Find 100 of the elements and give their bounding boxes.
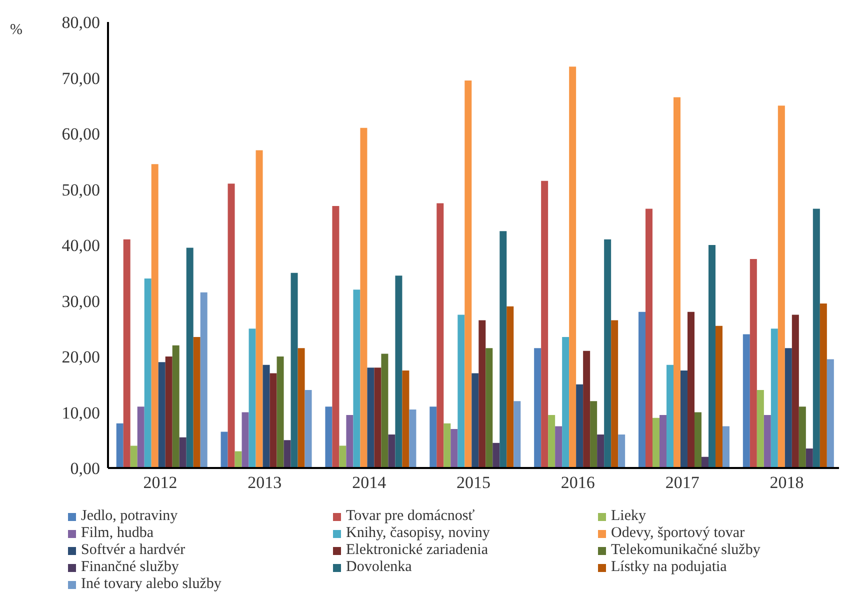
bar (597, 434, 604, 468)
x-tick-label: 2015 (456, 473, 490, 492)
x-tick-label: 2013 (248, 473, 282, 492)
y-tick-label: 50,00 (62, 180, 100, 200)
bar (186, 248, 194, 468)
bar (151, 164, 158, 468)
legend-label: Tovar pre domácnosť (346, 508, 475, 525)
bar (409, 409, 416, 468)
legend-label: Dovolenka (346, 559, 412, 576)
bar (284, 440, 291, 468)
bar (472, 373, 479, 468)
bar (548, 415, 556, 468)
bar (555, 426, 562, 468)
bar (756, 390, 764, 468)
bar (179, 437, 186, 468)
bar (715, 326, 722, 468)
y-tick-label: 20,00 (62, 348, 100, 367)
bar (576, 384, 584, 468)
bar (645, 208, 652, 468)
legend-label: Odevy, športový tovar (611, 525, 745, 542)
legend-label: Telekomunikačné služby (611, 542, 760, 559)
legend-label: Lístky na podujatia (611, 559, 727, 576)
bar (652, 418, 660, 468)
bar (430, 406, 437, 468)
bar (270, 373, 277, 468)
bar (158, 362, 166, 468)
bar (172, 345, 180, 468)
bar (137, 406, 144, 468)
bar (798, 406, 806, 468)
bar (687, 312, 694, 468)
bar (500, 231, 507, 468)
bar (290, 272, 298, 468)
bar (478, 320, 486, 468)
bar (332, 206, 340, 468)
bar (506, 306, 514, 468)
y-axis-title: % (10, 22, 22, 39)
bar (659, 415, 666, 468)
bar (450, 428, 458, 468)
bar (770, 328, 778, 468)
bar (820, 304, 827, 468)
bar (346, 415, 354, 468)
bar (742, 334, 750, 468)
bar (360, 128, 368, 468)
bar (784, 348, 792, 468)
bar (353, 290, 360, 468)
x-tick-label: 2017 (665, 473, 700, 492)
legend-label: Finančné služby (81, 559, 179, 576)
bar (486, 348, 493, 468)
bar (402, 370, 410, 468)
bar (193, 336, 200, 468)
bar (220, 432, 228, 468)
legend-label: Softvér a hardvér (81, 542, 186, 559)
x-tick-label: 2016 (560, 473, 595, 492)
bar (339, 446, 346, 468)
bar (381, 354, 388, 468)
legend-label: Lieky (611, 508, 646, 525)
y-tick-label: 70,00 (62, 68, 100, 88)
bar (826, 359, 834, 468)
bar (388, 434, 396, 468)
bar (590, 401, 598, 468)
bar (611, 320, 618, 468)
bar (242, 412, 249, 468)
legend-label: Iné tovary alebo služby (81, 576, 222, 593)
bar (492, 442, 500, 468)
legend-label: Film, hudba (81, 525, 154, 542)
bar (514, 401, 521, 468)
bar (722, 426, 730, 468)
bar (666, 364, 674, 468)
bar (694, 412, 702, 468)
bar (165, 356, 172, 468)
bar (234, 451, 242, 468)
bar (464, 80, 472, 468)
bar (680, 370, 688, 468)
bar (562, 336, 570, 468)
bar (750, 258, 757, 468)
bar (638, 312, 646, 468)
bar (778, 106, 785, 468)
bar (248, 328, 256, 468)
bar (806, 448, 813, 468)
bar (792, 314, 799, 468)
bar (123, 239, 130, 468)
bar (325, 406, 332, 468)
bar (144, 278, 152, 468)
legend-label: Jedlo, potraviny (81, 508, 178, 525)
bar (812, 208, 820, 468)
bar (262, 364, 270, 468)
y-tick-label: 80,00 (62, 13, 100, 32)
bar (116, 423, 124, 468)
y-tick-label: 40,00 (62, 236, 100, 256)
bar (604, 239, 612, 468)
x-tick-label: 2014 (352, 473, 387, 492)
bar (618, 434, 626, 468)
bar (708, 245, 716, 468)
bar (436, 203, 444, 468)
bar (764, 415, 771, 468)
bar (701, 456, 708, 468)
y-tick-label: 10,00 (62, 403, 100, 422)
bar (583, 350, 590, 468)
bar (458, 314, 465, 468)
bar (541, 180, 548, 468)
